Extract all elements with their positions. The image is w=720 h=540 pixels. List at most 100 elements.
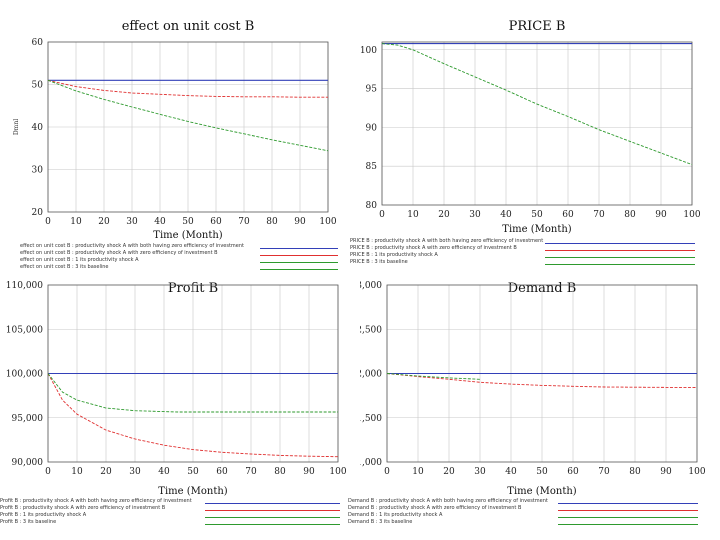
x-tick-label: 20 <box>98 217 110 227</box>
legend: Demand B : productivity shock A with bot… <box>348 498 703 540</box>
x-tick-label: 100 <box>683 210 700 220</box>
x-tick-label: 70 <box>593 210 605 220</box>
x-tick-label: 0 <box>45 467 51 477</box>
x-tick-label: 80 <box>624 210 636 220</box>
legend-label: Profit B : productivity shock A with zer… <box>0 505 166 511</box>
x-tick-label: 20 <box>100 467 112 477</box>
x-tick-label: 80 <box>629 467 641 477</box>
y-tick-label: 50 <box>32 81 44 91</box>
chart-svg: effect on unit cost B 0 10 20 30 40 50 60 70 80 90… <box>13 19 337 241</box>
legend-swatch <box>558 510 698 511</box>
legend: effect on unit cost B : productivity sho… <box>20 243 340 285</box>
x-tick-label: 30 <box>126 217 138 227</box>
legend-item: PRICE B : 1 its productivity shock A <box>350 252 700 261</box>
y-axis-label: Dmnl <box>13 119 20 135</box>
x-tick-label: 10 <box>71 467 83 477</box>
plot-area-border <box>381 41 693 206</box>
legend-item: Demand B : productivity shock A with bot… <box>348 498 703 507</box>
y-tick-label: 2,000 <box>360 370 382 380</box>
legend-label: Demand B : 3 its baseline <box>348 519 413 525</box>
x-axis-label: Time (Month) <box>502 224 572 235</box>
x-tick-label: 10 <box>70 217 82 227</box>
x-tick-label: 40 <box>505 467 517 477</box>
x-tick-label: 60 <box>562 210 574 220</box>
chart-title: PRICE B <box>509 19 566 34</box>
y-tick-label: 90 <box>366 123 378 133</box>
legend-swatch <box>558 503 698 504</box>
series-line <box>47 79 328 98</box>
x-tick-label: 100 <box>319 217 336 227</box>
x-tick-label: 40 <box>154 217 166 227</box>
y-tick-label: 95 <box>366 85 378 95</box>
x-tick-label: 50 <box>182 217 194 227</box>
x-tick-label: 10 <box>412 467 424 477</box>
x-tick-label: 70 <box>245 467 257 477</box>
y-tick-label: 1,500 <box>360 414 382 424</box>
y-tick-label: 60 <box>32 38 44 48</box>
chart-panel-price: PRICE B 0 10 20 30 40 50 60 70 80 90 100 100 95 90 85 80… <box>347 0 720 285</box>
x-tick-label: 90 <box>294 217 306 227</box>
x-tick-label: 100 <box>688 467 705 477</box>
x-axis-label: Time (Month) <box>158 486 228 497</box>
y-tick-label: 100 <box>360 46 377 56</box>
x-tick-label: 90 <box>660 467 672 477</box>
x-tick-label: 70 <box>238 217 250 227</box>
y-tick-label: 1,000 <box>360 458 382 468</box>
legend-label: Profit B : 1 its productivity shock A <box>0 512 87 518</box>
chart-panel-effect-on-unit-cost: effect on unit cost B 0 10 20 30 40 50 60 70 80 90… <box>0 0 360 285</box>
x-tick-label: 60 <box>210 217 222 227</box>
legend-label: effect on unit cost B : productivity sho… <box>20 250 218 256</box>
x-tick-label: 100 <box>329 467 346 477</box>
x-tick-label: 50 <box>531 210 543 220</box>
x-tick-label: 40 <box>500 210 512 220</box>
y-tick-label: 90,000 <box>12 458 44 468</box>
y-tick-label: 100,000 <box>6 370 43 380</box>
legend-item: Demand B : productivity shock A with zer… <box>348 505 703 514</box>
x-tick-label: 30 <box>129 467 141 477</box>
legend-label: PRICE B : 1 its productivity shock A <box>350 252 438 258</box>
legend-swatch <box>260 269 338 270</box>
legend-label: Demand B : 1 its productivity shock A <box>348 512 443 518</box>
series-line <box>47 373 338 413</box>
x-tick-label: 20 <box>438 210 450 220</box>
legend-label: Profit B : 3 its baseline <box>0 519 57 525</box>
x-tick-label: 10 <box>407 210 419 220</box>
legend-label: effect on unit cost B : 1 its productivi… <box>20 257 139 263</box>
x-tick-label: 50 <box>536 467 548 477</box>
y-tick-label: 95,000 <box>12 414 44 424</box>
series-line <box>386 373 481 380</box>
legend-swatch <box>545 243 695 244</box>
x-tick-label: 40 <box>158 467 170 477</box>
legend-swatch <box>545 257 695 258</box>
x-tick-label: 30 <box>469 210 481 220</box>
y-tick-label: 30 <box>32 166 44 176</box>
chart-svg: Demand B01020304050607080901003,0002,500… <box>352 281 706 497</box>
x-tick-label: 70 <box>598 467 610 477</box>
legend-label: effect on unit cost B : 3 its baseline <box>20 264 109 270</box>
x-tick-label: 90 <box>303 467 315 477</box>
legend-label: PRICE B : productivity shock A with both… <box>350 238 544 244</box>
series-line <box>47 373 339 458</box>
chart-panel-demand: Demand B01020304050607080901003,0002,500… <box>348 275 720 540</box>
y-tick-label: 3,000 <box>360 281 382 291</box>
y-tick-label: 85 <box>366 162 378 172</box>
legend-item: effect on unit cost B : 1 its productivi… <box>20 257 340 266</box>
legend-item: Profit B : 3 its baseline <box>0 519 345 528</box>
x-tick-label: 20 <box>443 467 455 477</box>
legend-swatch <box>260 248 338 249</box>
legend-label: Demand B : productivity shock A with bot… <box>348 498 548 504</box>
y-tick-label: 40 <box>32 123 44 133</box>
x-tick-label: 60 <box>567 467 579 477</box>
x-axis-label: Time (Month) <box>507 486 577 497</box>
legend-item: Profit B : 1 its productivity shock A <box>0 512 345 521</box>
series-line <box>386 373 698 388</box>
legend: Profit B : productivity shock A with bot… <box>0 498 345 540</box>
x-tick-label: 0 <box>384 467 390 477</box>
legend-swatch <box>205 510 340 511</box>
x-tick-label: 0 <box>379 210 385 220</box>
legend-swatch <box>545 250 695 251</box>
legend-item: Demand B : 1 its productivity shock A <box>348 512 703 521</box>
series-line <box>381 43 693 166</box>
legend-label: PRICE B : productivity shock A with zero… <box>350 245 517 251</box>
legend-label: effect on unit cost B : productivity sho… <box>20 243 244 249</box>
